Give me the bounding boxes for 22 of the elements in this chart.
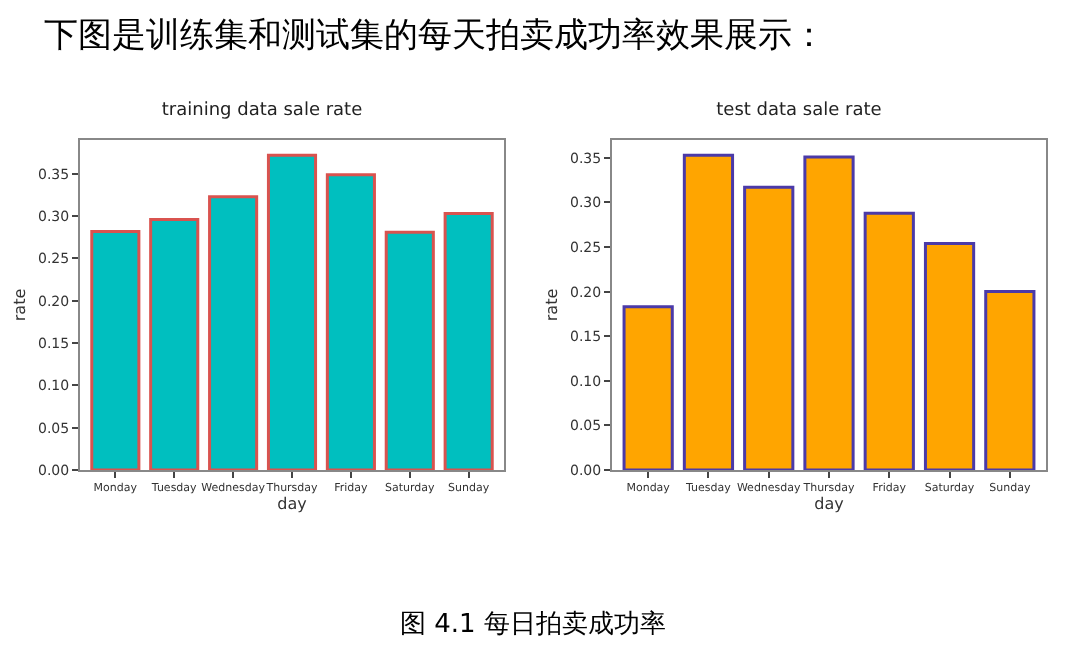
x-axis-title: day: [814, 495, 845, 514]
bar: [923, 241, 976, 470]
bar: [984, 290, 1036, 470]
y-axis-title: rate: [11, 288, 30, 322]
y-axis-title: rate: [543, 288, 562, 322]
caption: 图 4.1 每日拍卖成功率: [398, 608, 668, 642]
bar: [266, 153, 318, 470]
bar: [443, 212, 494, 470]
bar: [90, 229, 141, 470]
chart-title: test data sale rate: [716, 101, 883, 122]
bar: [149, 218, 200, 470]
bar: [682, 153, 735, 470]
bar: [208, 195, 259, 470]
bar: [622, 305, 674, 470]
bar: [325, 173, 376, 470]
text: 下图是训练集和测试集的每天拍卖成功率效果展示：: [44, 14, 826, 58]
bar: [803, 155, 855, 470]
bar: [743, 185, 795, 470]
chart-title: training data sale rate: [161, 101, 364, 122]
bar: [863, 211, 915, 470]
x-axis-title: day: [277, 495, 308, 514]
bar: [384, 230, 435, 470]
